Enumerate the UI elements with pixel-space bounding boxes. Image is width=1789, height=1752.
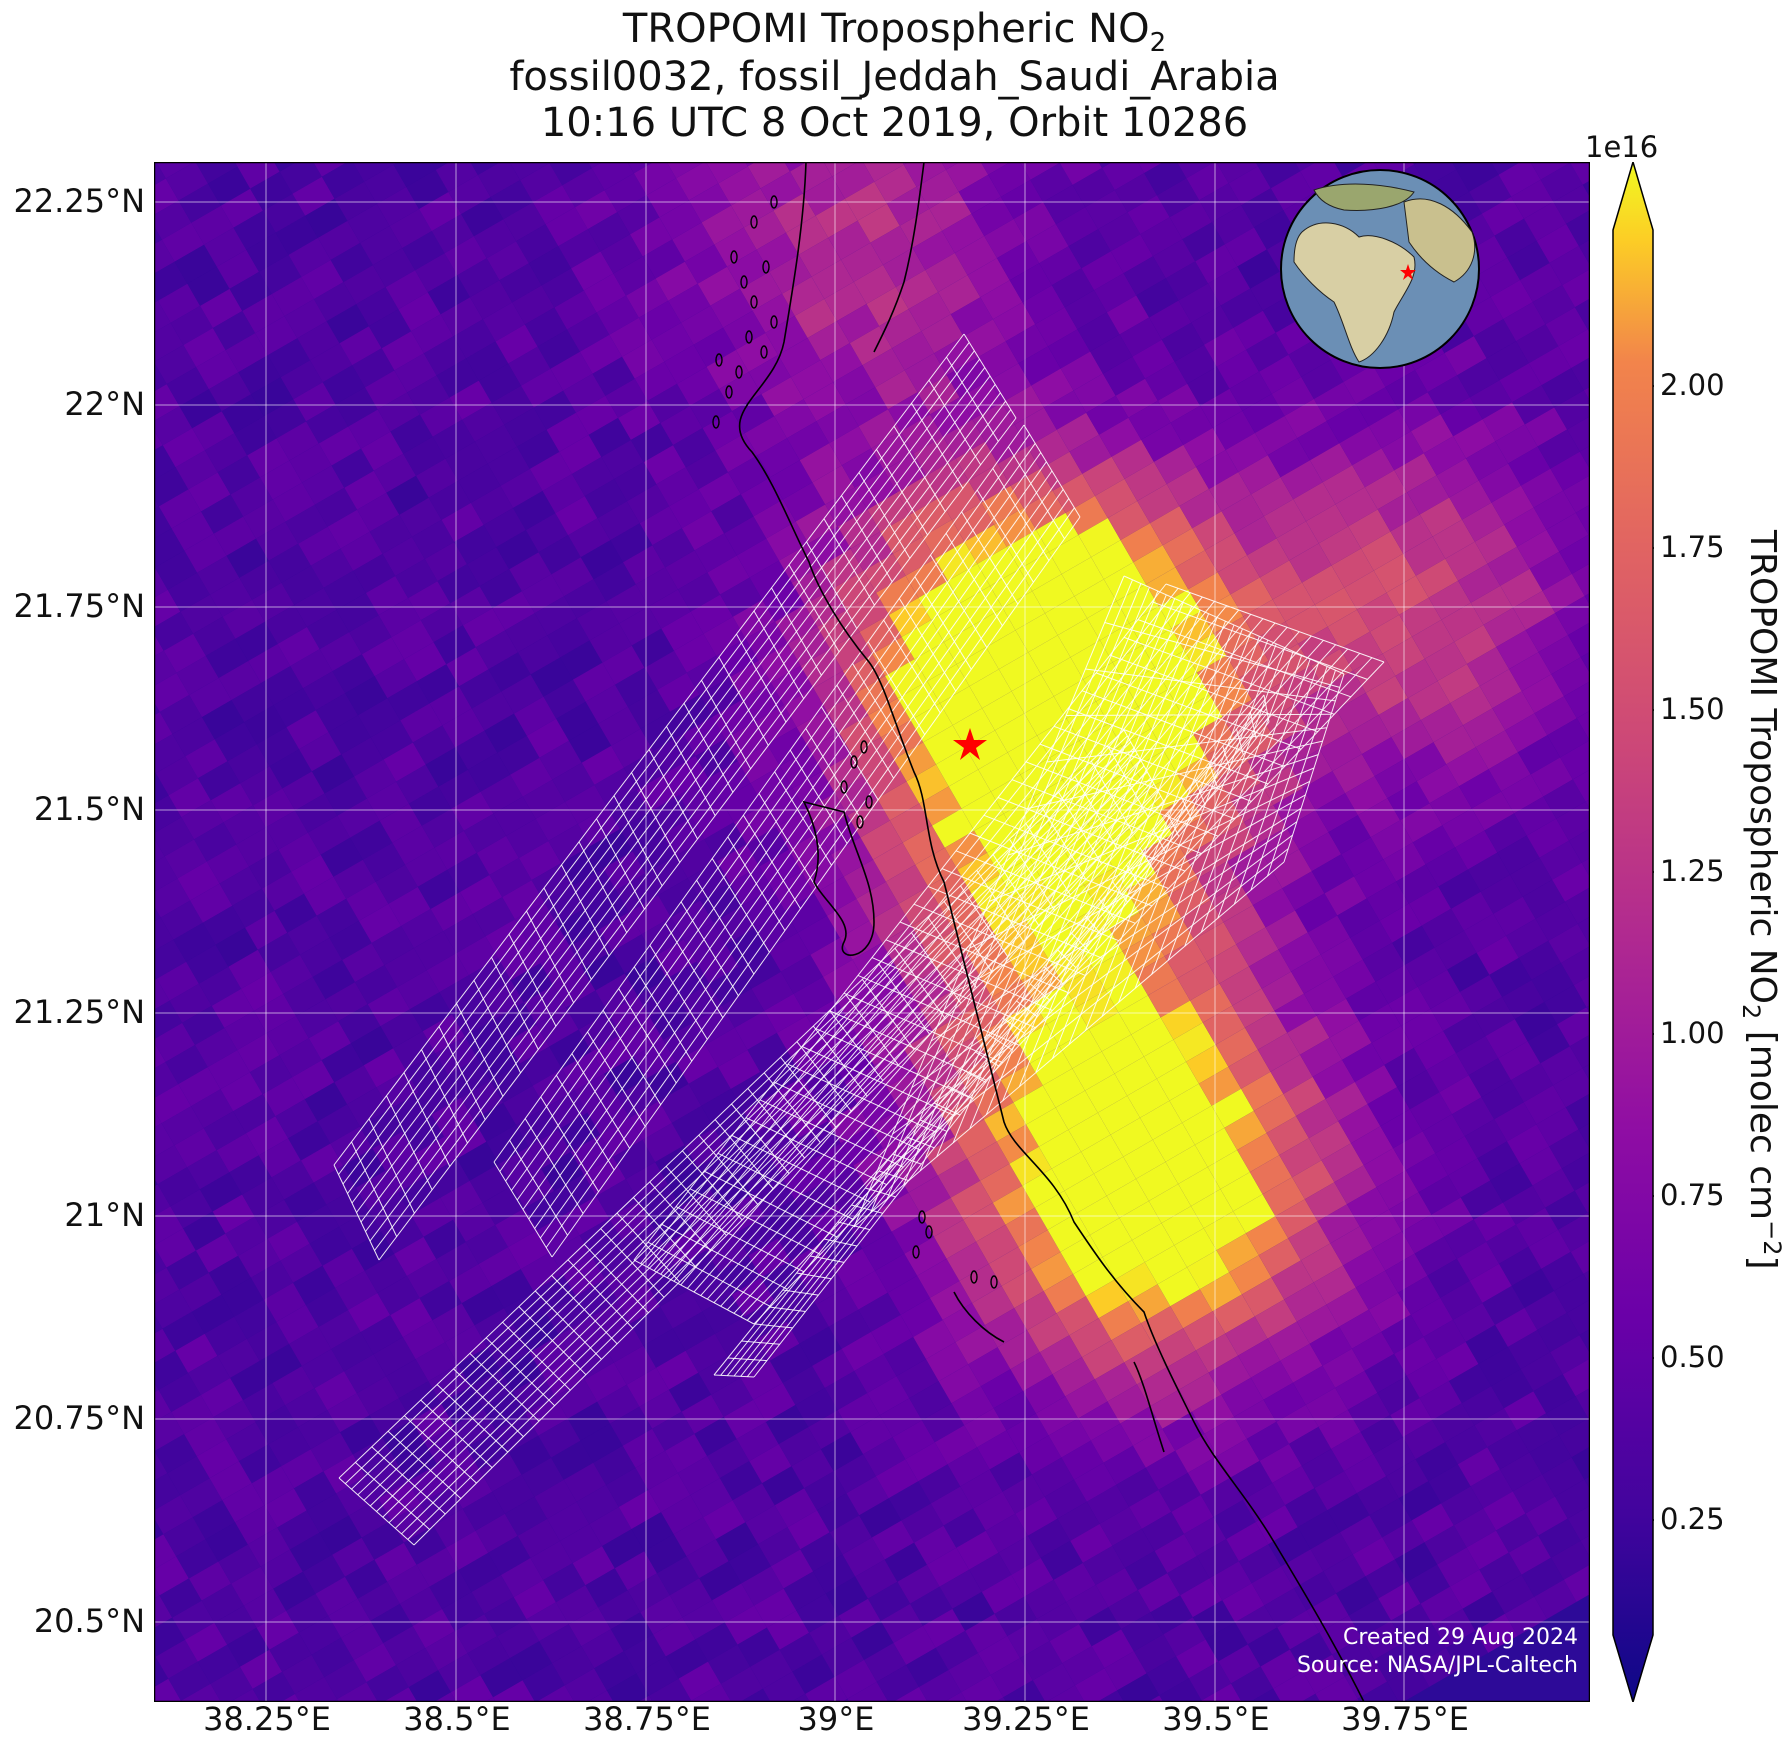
lat-label: 20.75°N bbox=[13, 1399, 145, 1437]
title-line2: fossil0032, fossil_Jeddah_Saudi_Arabia bbox=[509, 54, 1280, 100]
map-panel: Created 29 Aug 2024 Source: NASA/JPL-Cal… bbox=[154, 162, 1590, 1702]
credit-source: Source: NASA/JPL-Caltech bbox=[1297, 1653, 1578, 1678]
colorbar-exponent: 1e16 bbox=[1585, 130, 1659, 164]
lon-label: 39.75°E bbox=[1341, 1700, 1469, 1738]
lon-label: 39.25°E bbox=[962, 1700, 1090, 1738]
colorbar-tick: 2.00 bbox=[1660, 368, 1725, 402]
footprint-grids bbox=[333, 333, 1385, 1546]
lat-label: 22°N bbox=[64, 385, 145, 423]
lon-label: 39°E bbox=[797, 1700, 875, 1738]
colorbar-label: TROPOMI Tropospheric NO2 [molec cm−2] bbox=[1736, 530, 1786, 1270]
lon-label: 38.25°E bbox=[203, 1700, 331, 1738]
colorbar-tick: 0.50 bbox=[1660, 1340, 1725, 1374]
lat-label: 21°N bbox=[64, 1196, 145, 1234]
globe-inset bbox=[1280, 169, 1480, 369]
target-star-marker bbox=[953, 728, 987, 760]
coastline bbox=[738, 162, 1365, 1702]
title-line1: TROPOMI Tropospheric NO2 bbox=[622, 6, 1167, 58]
colorbar-tick: 1.00 bbox=[1660, 1016, 1725, 1050]
graticule bbox=[154, 162, 1590, 1702]
colorbar-tick: 0.25 bbox=[1660, 1502, 1725, 1536]
lon-label: 39.5°E bbox=[1162, 1700, 1270, 1738]
no2-pixels bbox=[154, 162, 1590, 1702]
lon-label: 38.5°E bbox=[403, 1700, 511, 1738]
colorbar bbox=[1612, 162, 1654, 1702]
colorbar-tick: 1.25 bbox=[1660, 854, 1725, 888]
lat-label: 21.5°N bbox=[33, 790, 145, 828]
lat-label: 22.25°N bbox=[13, 182, 145, 220]
title-line3: 10:16 UTC 8 Oct 2019, Orbit 10286 bbox=[540, 100, 1249, 146]
credit-created: Created 29 Aug 2024 bbox=[1343, 1625, 1578, 1650]
colorbar-tick: 1.75 bbox=[1660, 530, 1725, 564]
lon-label: 38.75°E bbox=[583, 1700, 711, 1738]
islands bbox=[712, 195, 998, 1289]
colorbar-tick: 1.50 bbox=[1660, 692, 1725, 726]
map-frame bbox=[154, 162, 1590, 1702]
colorbar-tick: 0.75 bbox=[1660, 1178, 1725, 1212]
lat-label: 21.25°N bbox=[13, 993, 145, 1031]
lat-label: 20.5°N bbox=[33, 1602, 145, 1640]
lat-label: 21.75°N bbox=[13, 587, 145, 625]
